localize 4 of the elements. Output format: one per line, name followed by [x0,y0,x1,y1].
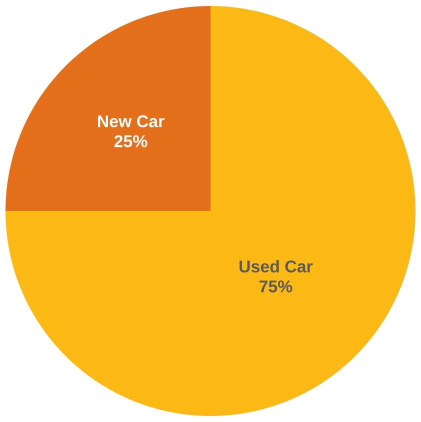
slice-label: Used Car [240,260,313,272]
data-label: 75% [260,280,292,292]
slice-label: New Car [98,115,164,128]
data-label: 25% [114,135,148,148]
